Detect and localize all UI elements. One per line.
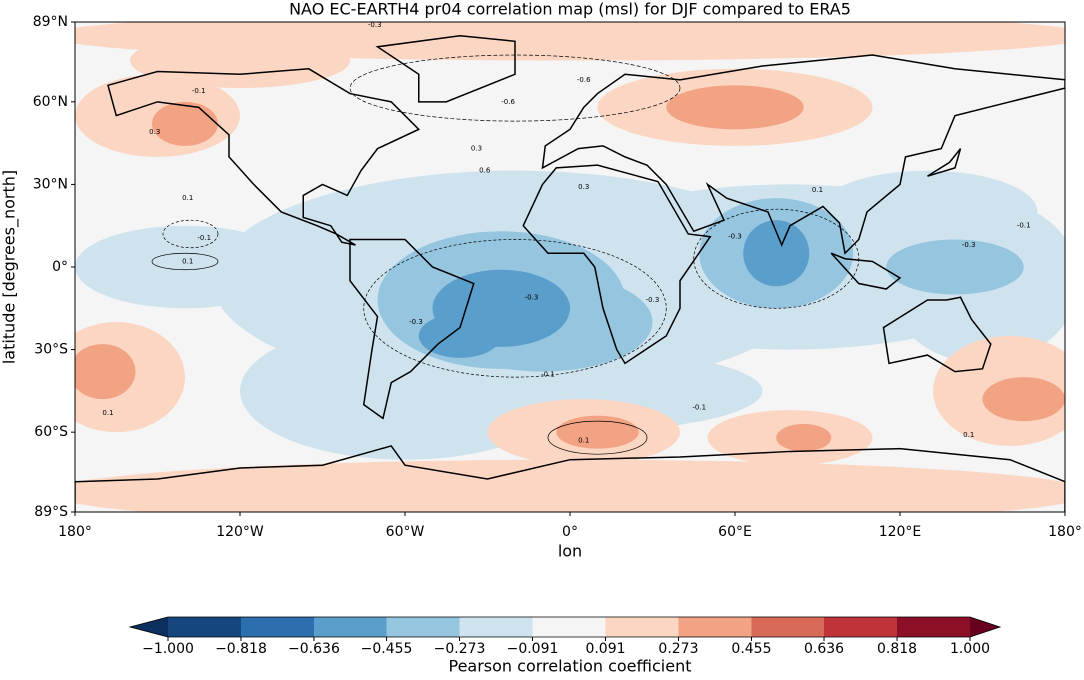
colorbar-tick-label: 0.273 xyxy=(658,641,698,657)
colorbar-tick-label: −0.455 xyxy=(361,641,413,657)
field-region xyxy=(886,239,1024,294)
colorbar-bin xyxy=(241,617,314,637)
colorbar-tick-label: −0.636 xyxy=(288,641,340,657)
x-tick-label: 180° xyxy=(58,524,92,540)
contour-label: 0.1 xyxy=(182,257,193,265)
contour-label: 0.1 xyxy=(578,436,589,444)
contour-label: -0.1 xyxy=(1017,222,1031,230)
colorbar-bin xyxy=(605,617,678,637)
colorbar-bin xyxy=(314,617,387,637)
x-tick-label: 60°W xyxy=(386,524,425,540)
y-tick-label: 0° xyxy=(52,259,68,275)
colorbar-tick-label: 0.818 xyxy=(877,641,917,657)
contour-label: -0.3 xyxy=(646,296,660,304)
colorbar-bin xyxy=(168,617,241,637)
colorbar-label: Pearson correlation coefficient xyxy=(449,657,692,676)
contour-label: 0.1 xyxy=(963,431,974,439)
field-region xyxy=(75,226,295,309)
field-region xyxy=(776,424,831,452)
colorbar-bin xyxy=(897,617,970,637)
colorbar-over xyxy=(970,617,1000,637)
x-tick-label: 120°E xyxy=(879,524,922,540)
colorbar-tick-label: 1.000 xyxy=(950,641,990,657)
colorbar-bin xyxy=(678,617,751,637)
contour-label: 0.3 xyxy=(149,128,160,136)
contour-label: -0.3 xyxy=(728,233,742,241)
field-region xyxy=(556,416,639,449)
x-tick-label: 0° xyxy=(562,524,578,540)
contour-label: -0.1 xyxy=(192,87,206,95)
x-axis-label: lon xyxy=(558,542,582,561)
colorbar-bin xyxy=(751,617,824,637)
colorbar-tick-label: 0.091 xyxy=(585,641,625,657)
contour-label: 0.1 xyxy=(182,194,193,202)
contour-label: -0.3 xyxy=(409,318,423,326)
x-tick-label: 120°W xyxy=(216,524,264,540)
y-axis-label: latitude [degrees_north] xyxy=(0,170,20,364)
contour-label: 0.1 xyxy=(102,409,113,417)
colorbar-bin xyxy=(533,617,606,637)
field-region xyxy=(152,102,218,146)
y-tick-label: 30°S xyxy=(34,342,68,358)
field-region xyxy=(70,344,136,399)
colorbar-tick-label: 0.455 xyxy=(731,641,771,657)
field-region xyxy=(666,85,804,129)
y-tick-label: 60°N xyxy=(33,94,68,110)
y-tick-label: 89°S xyxy=(34,504,68,520)
contour-label: -0.1 xyxy=(541,370,555,378)
contour-label: 0.3 xyxy=(471,145,482,153)
x-tick-label: 180° xyxy=(1048,524,1082,540)
contour-label: -0.1 xyxy=(197,234,211,242)
colorbar-bin xyxy=(460,617,533,637)
contour-label: -0.6 xyxy=(501,98,515,106)
contour-label: -0.3 xyxy=(962,241,976,249)
contour-label: -0.3 xyxy=(525,293,539,301)
colorbar-bin xyxy=(824,617,897,637)
y-tick-label: 60°S xyxy=(34,424,68,440)
y-tick-label: 30°N xyxy=(33,176,68,192)
colorbar-tick-label: −0.818 xyxy=(215,641,267,657)
field-region xyxy=(48,460,1084,526)
colorbar-tick-label: 0.636 xyxy=(804,641,844,657)
colorbar-tick-label: −0.091 xyxy=(507,641,559,657)
field-region xyxy=(983,377,1066,421)
colorbar-under xyxy=(130,617,168,637)
colorbar-tick-label: −1.000 xyxy=(142,641,194,657)
map-area: -0.3 -0.6 -0.6 -0.1 0.3 0.3 0.6 0.1 -0.1 0.1 0.3 -0… xyxy=(48,11,1084,526)
contour-label: 0.6 xyxy=(479,167,491,175)
contour-label: -0.1 xyxy=(692,403,706,411)
y-tick-label: 89°N xyxy=(33,14,68,30)
contour-label: 0.3 xyxy=(578,183,589,191)
colorbar-tick-label: −0.273 xyxy=(434,641,486,657)
colorbar-bin xyxy=(387,617,460,637)
contour-label: -0.6 xyxy=(577,76,591,84)
map-title: NAO EC-EARTH4 pr04 correlation map (msl)… xyxy=(289,0,851,19)
x-tick-label: 60°E xyxy=(718,524,752,540)
field-region xyxy=(130,33,350,88)
contour-label: 0.1 xyxy=(812,186,823,194)
